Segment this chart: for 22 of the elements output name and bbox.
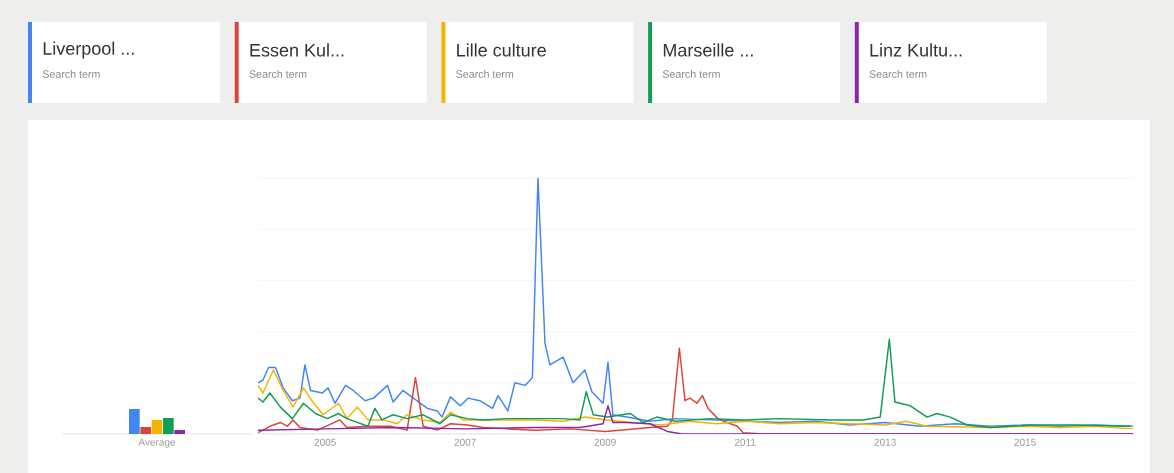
legend-label: Linz Kultu... [870,43,962,57]
bar [163,417,174,434]
x-tick-label: 2015 [1014,438,1036,446]
x-tick-label: Average [138,438,176,448]
bar [151,419,163,434]
text: Search term [249,70,307,78]
x-tick-label: 2009 [594,438,616,446]
x-tick-label: 2005 [314,438,336,446]
bar [174,429,186,434]
legend-label: Marseille ... [663,43,753,57]
text: Search term [42,70,100,78]
bar [129,408,140,434]
text: Search term [456,70,514,78]
x-tick-label: 2011 [734,438,756,446]
x-tick-label: 2007 [454,438,476,446]
legend-label: Essen Kul... [250,43,344,57]
legend-label: Liverpool ... [43,41,134,59]
text: Search term [662,70,720,78]
text: Search term [869,70,927,78]
legend-label: Lille culture [457,43,546,57]
bar [140,426,152,434]
x-tick-label: 2013 [874,438,896,446]
